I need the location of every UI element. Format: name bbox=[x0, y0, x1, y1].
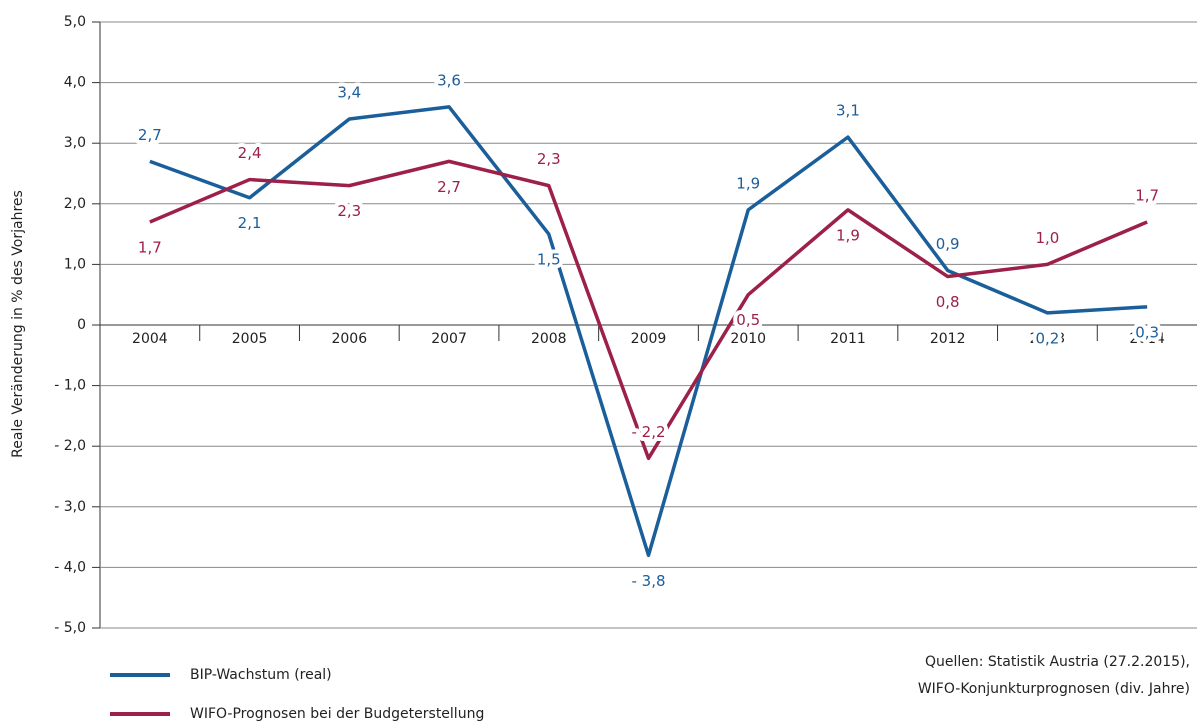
legend-label: WIFO-Prognosen bei der Budgeterstellung bbox=[190, 706, 484, 722]
x-tick-label: 2010 bbox=[730, 331, 766, 347]
y-tick-label: - 1,0 bbox=[54, 378, 86, 394]
source: Quellen: Statistik Austria (27.2.2015), bbox=[925, 654, 1190, 670]
data-label: 0,2 bbox=[1035, 329, 1059, 347]
data-label: 2,4 bbox=[238, 144, 262, 162]
y-tick-label: 4,0 bbox=[64, 75, 86, 91]
y-tick-label: 5,0 bbox=[64, 14, 86, 30]
y-axis-label: Reale Veränderung in % des Vorjahres bbox=[10, 190, 26, 458]
data-label: 1,9 bbox=[736, 174, 760, 192]
series-line bbox=[149, 159, 1148, 461]
data-label: 1,7 bbox=[1135, 186, 1159, 204]
data-label: 0,9 bbox=[936, 235, 960, 253]
y-tick-label: 3,0 bbox=[64, 135, 86, 151]
data-label: 3,4 bbox=[337, 83, 361, 101]
y-tick-label: - 2,0 bbox=[54, 438, 86, 454]
source: WIFO-Konjunkturprognosen (div. Jahre) bbox=[918, 681, 1190, 697]
y-tick-label: 0 bbox=[77, 317, 86, 333]
data-label: 0,3 bbox=[1135, 323, 1159, 341]
x-tick-label: 2013 bbox=[1030, 331, 1066, 347]
data-label: 0,5 bbox=[736, 311, 760, 329]
data-label: 3,6 bbox=[437, 71, 461, 89]
y-tick-label: - 3,0 bbox=[54, 499, 86, 515]
y-tick-label: - 5,0 bbox=[54, 620, 86, 636]
data-label: 2,1 bbox=[238, 214, 262, 232]
data-label: 1,9 bbox=[836, 226, 860, 244]
data-label: - 3,8 bbox=[631, 572, 665, 590]
y-tick-label: 1,0 bbox=[64, 256, 86, 272]
data-label: 1,7 bbox=[138, 238, 162, 256]
x-tick-label: 2006 bbox=[331, 331, 367, 347]
series-line bbox=[149, 105, 1148, 558]
x-tick-label: 2014 bbox=[1129, 331, 1165, 347]
data-label: 0,8 bbox=[936, 293, 960, 311]
data-label: 1,5 bbox=[537, 251, 561, 269]
y-tick-label: 2,0 bbox=[64, 196, 86, 212]
x-tick-label: 2011 bbox=[830, 331, 866, 347]
y-tick-label: - 4,0 bbox=[54, 559, 86, 575]
data-label: 2,7 bbox=[437, 178, 461, 196]
data-label: 2,3 bbox=[537, 150, 561, 168]
x-tick-label: 2004 bbox=[132, 331, 168, 347]
data-label: 2,7 bbox=[138, 126, 162, 144]
data-label: 3,1 bbox=[836, 102, 860, 120]
data-label: - 2,2 bbox=[631, 423, 665, 441]
x-tick-label: 2005 bbox=[232, 331, 268, 347]
x-tick-label: 2008 bbox=[531, 331, 567, 347]
data-label: 2,3 bbox=[337, 202, 361, 220]
x-tick-label: 2009 bbox=[631, 331, 667, 347]
x-tick-label: 2012 bbox=[930, 331, 966, 347]
data-label: 1,0 bbox=[1035, 229, 1059, 247]
x-tick-label: 2007 bbox=[431, 331, 467, 347]
legend-label: BIP-Wachstum (real) bbox=[190, 667, 332, 683]
